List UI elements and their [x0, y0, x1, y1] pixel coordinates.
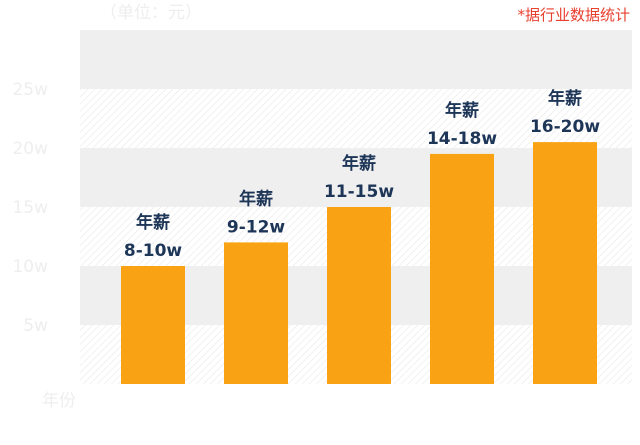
bar-label-bottom: 16-20w [530, 117, 600, 137]
bar-label-top: 年薪 [445, 100, 479, 121]
bar [121, 266, 185, 384]
bar-label-top: 年薪 [342, 153, 376, 174]
y-tick-label: 10w [12, 257, 48, 277]
bar [430, 153, 494, 384]
bar [327, 207, 391, 384]
plot-band [80, 89, 632, 148]
bar [533, 142, 597, 384]
y-tick-label: 25w [12, 80, 48, 100]
bar-label-top: 年薪 [239, 188, 273, 209]
plot-band [80, 30, 632, 89]
y-axis-label: （单位：元） [100, 3, 202, 23]
bars [121, 142, 597, 384]
y-axis: 5w 10w 15w 20w 25w （单位：元） 年份 [12, 3, 202, 411]
bar-label-bottom: 9-12w [227, 217, 286, 237]
y-tick-label: 5w [23, 316, 48, 336]
bar-label-top: 年薪 [548, 88, 582, 109]
bar-label-top: 年薪 [136, 212, 170, 233]
bar [224, 242, 288, 384]
source-note: *据行业数据统计 [517, 6, 630, 24]
bar-label-bottom: 11-15w [324, 182, 394, 202]
bar-labels: 年薪 8-10w 年薪 9-12w 年薪 11-15w 年薪 14-18w 年薪 16-20w [124, 88, 600, 261]
y-tick-label: 20w [12, 139, 48, 159]
bar-label-bottom: 8-10w [124, 241, 183, 261]
bar-label-bottom: 14-18w [427, 129, 497, 149]
y-tick-label: 15w [12, 198, 48, 218]
x-axis-label: 年份 [42, 391, 76, 411]
